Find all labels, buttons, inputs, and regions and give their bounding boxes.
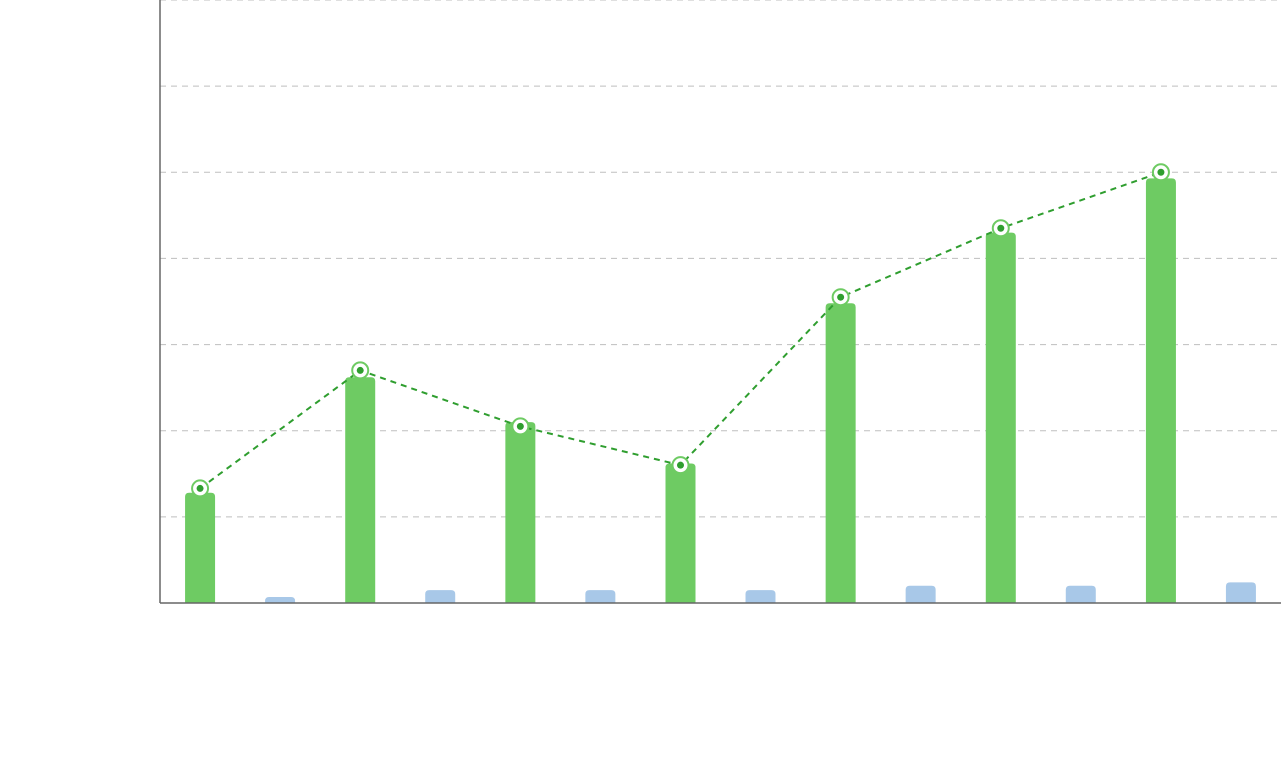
green-bar: [1146, 178, 1176, 603]
green-bar: [666, 463, 696, 603]
green-bar: [345, 377, 375, 603]
blue-bar: [746, 590, 776, 603]
green-bar: [826, 303, 856, 603]
green-bar: [505, 422, 535, 603]
blue-bar: [1226, 582, 1256, 603]
line-marker-inner: [197, 485, 204, 492]
blue-bar: [906, 586, 936, 603]
green-bar: [986, 233, 1016, 603]
line-marker-inner: [677, 462, 684, 469]
blue-bar: [585, 590, 615, 603]
chart-container: [0, 0, 1281, 760]
line-marker-inner: [837, 294, 844, 301]
green-bar: [185, 493, 215, 603]
blue-bar: [425, 590, 455, 603]
blue-bar: [265, 597, 295, 603]
trend-line: [200, 172, 1161, 488]
line-marker-inner: [997, 225, 1004, 232]
chart-svg: [0, 0, 1281, 760]
line-marker-inner: [1157, 169, 1164, 176]
line-marker-inner: [517, 423, 524, 430]
line-marker-inner: [357, 367, 364, 374]
blue-bar: [1066, 586, 1096, 603]
